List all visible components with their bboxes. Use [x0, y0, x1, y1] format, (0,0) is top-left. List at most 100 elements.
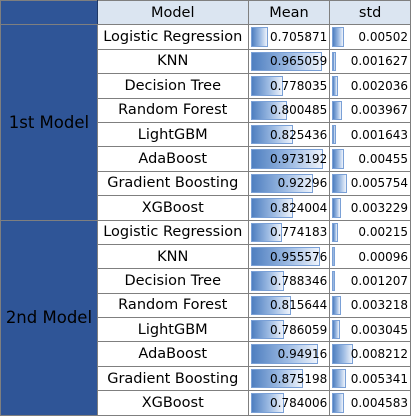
corner-cell — [0, 0, 98, 26]
std-value: 0.001627 — [350, 54, 408, 69]
mean-value: 0.824004 — [270, 200, 328, 215]
std-cell: 0.00215 — [329, 219, 411, 245]
table-row: LightGBM 0.825436 0.001643 — [1, 121, 411, 148]
table-row: AdaBoost 0.94916 0.008212 — [1, 341, 411, 367]
mean-value: 0.94916 — [277, 347, 328, 362]
std-value: 0.008212 — [350, 347, 408, 362]
std-cell: 0.00455 — [329, 146, 411, 172]
table-row: Decision Tree 0.778035 0.002036 — [1, 73, 411, 99]
table-row: 1st Model Logistic Regression 0.705871 0.00… — [0, 24, 411, 221]
model-name-cell: Decision Tree — [96, 268, 249, 294]
std-value: 0.003967 — [350, 103, 408, 118]
std-cell: 0.005341 — [329, 365, 411, 392]
mean-value: 0.778035 — [270, 78, 328, 93]
mean-value: 0.786059 — [270, 322, 328, 337]
model-name-cell: Random Forest — [96, 97, 249, 123]
model-name-cell: Logistic Regression — [96, 24, 249, 50]
model-name-cell: LightGBM — [96, 317, 249, 343]
std-cell: 0.003045 — [329, 317, 411, 343]
mean-data-bar — [250, 320, 285, 340]
table-row: Random Forest 0.815644 0.003218 — [1, 292, 411, 319]
mean-value: 0.774183 — [270, 225, 328, 240]
std-value: 0.003218 — [350, 298, 408, 313]
mean-cell: 0.815644 — [247, 292, 331, 319]
std-cell: 0.003218 — [329, 292, 411, 319]
mean-value: 0.784006 — [270, 395, 328, 410]
model-name-cell: KNN — [96, 243, 249, 270]
std-cell: 0.005754 — [329, 170, 411, 197]
std-cell: 0.008212 — [329, 341, 411, 367]
std-value: 0.005754 — [350, 176, 408, 191]
group-label: 2nd Model — [0, 219, 98, 416]
table-row: Gradient Boosting 0.875198 0.005341 — [1, 365, 411, 392]
header-model: Model — [96, 0, 249, 26]
mean-cell: 0.786059 — [247, 317, 331, 343]
std-data-bar — [332, 393, 344, 413]
mean-cell: 0.955576 — [247, 243, 331, 270]
header-std: std — [329, 0, 411, 26]
std-value: 0.00502 — [358, 30, 408, 45]
mean-cell: 0.973192 — [247, 146, 331, 172]
table-row: Gradient Boosting 0.92296 0.005754 — [1, 170, 411, 197]
std-cell: 0.004583 — [329, 390, 411, 416]
mean-data-bar — [250, 124, 293, 145]
std-value: 0.005341 — [350, 371, 408, 386]
std-cell: 0.003967 — [329, 97, 411, 123]
model-name-cell: XGBoost — [96, 195, 249, 221]
std-value: 0.003045 — [350, 322, 408, 337]
model-name-cell: Gradient Boosting — [96, 365, 249, 392]
model-name-cell: Logistic Regression — [96, 219, 249, 245]
mean-data-bar — [250, 100, 288, 120]
std-value: 0.001643 — [350, 127, 408, 142]
mean-value: 0.705871 — [270, 30, 328, 45]
model-name-cell: KNN — [96, 48, 249, 75]
model-name-cell: XGBoost — [96, 390, 249, 416]
mean-cell: 0.965059 — [247, 48, 331, 75]
std-data-bar — [332, 124, 337, 145]
std-cell: 0.001207 — [329, 268, 411, 294]
std-data-bar — [332, 344, 353, 364]
mean-value: 0.800485 — [270, 103, 328, 118]
mean-cell: 0.94916 — [247, 341, 331, 367]
std-data-bar — [332, 222, 338, 242]
mean-data-bar — [250, 76, 283, 96]
mean-data-bar — [250, 368, 303, 389]
model-name-cell: Random Forest — [96, 292, 249, 319]
std-value: 0.004583 — [350, 395, 408, 410]
std-data-bar — [332, 51, 337, 72]
model-name-cell: AdaBoost — [96, 146, 249, 172]
header-mean: Mean — [247, 0, 331, 26]
table-row: XGBoost 0.824004 0.003229 — [1, 195, 411, 221]
mean-cell: 0.784006 — [247, 390, 331, 416]
mean-value: 0.965059 — [270, 54, 328, 69]
header-row: Model Mean std — [0, 0, 411, 26]
mean-cell: 0.92296 — [247, 170, 331, 197]
mean-value: 0.815644 — [270, 298, 328, 313]
mean-value: 0.788346 — [270, 273, 328, 288]
std-data-bar — [332, 27, 345, 47]
mean-value: 0.955576 — [270, 249, 328, 264]
group-label: 1st Model — [0, 24, 98, 221]
mean-value: 0.973192 — [270, 152, 328, 167]
std-value: 0.002036 — [350, 78, 408, 93]
mean-data-bar — [250, 198, 293, 218]
table-row: KNN 0.965059 0.001627 — [1, 48, 411, 75]
table-row: KNN 0.955576 0.00096 — [1, 243, 411, 270]
mean-data-bar — [250, 295, 291, 316]
std-data-bar — [332, 76, 338, 96]
mean-data-bar — [250, 27, 268, 47]
model-name-cell: Gradient Boosting — [96, 170, 249, 197]
std-data-bar — [332, 198, 341, 218]
std-data-bar — [332, 100, 343, 120]
std-data-bar — [332, 173, 347, 194]
std-value: 0.00215 — [358, 225, 408, 240]
mean-cell: 0.778035 — [247, 73, 331, 99]
mean-value: 0.875198 — [270, 371, 328, 386]
model-name-cell: AdaBoost — [96, 341, 249, 367]
mean-data-bar — [250, 246, 320, 267]
std-value: 0.001207 — [350, 273, 408, 288]
mean-value: 0.825436 — [270, 127, 328, 142]
mean-cell: 0.800485 — [247, 97, 331, 123]
table-row: Decision Tree 0.788346 0.001207 — [1, 268, 411, 294]
